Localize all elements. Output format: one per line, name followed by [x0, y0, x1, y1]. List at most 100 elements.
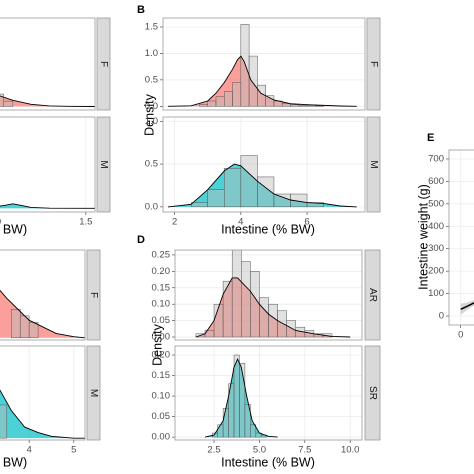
y-tick-label: 0.25 [152, 249, 171, 260]
facet-strip [366, 17, 381, 111]
y-tick-label: 0.05 [152, 411, 171, 422]
histogram-bar [290, 104, 300, 107]
facet-label: AR [367, 288, 378, 302]
histogram-bar [277, 310, 287, 338]
x-tick-label: 10.0 [341, 445, 360, 456]
x-tick-label: 1.5 [79, 217, 92, 228]
density-area [0, 95, 95, 107]
panel: F [0, 249, 101, 341]
density-area [0, 203, 95, 209]
y-tick-label: 700 [428, 153, 444, 164]
panel-border [174, 345, 363, 441]
x-tick-label: 5.0 [253, 445, 266, 456]
y-tick-label: 0.15 [152, 370, 171, 381]
histogram-bar [233, 354, 240, 438]
histogram-bar [222, 408, 229, 438]
histogram-bar [11, 309, 21, 339]
facet-strip [364, 345, 381, 441]
panel: F [0, 17, 111, 111]
histogram-bar [244, 404, 251, 438]
x-tick-label: 2 [172, 217, 177, 228]
y-axis-title: Density [150, 323, 164, 365]
density-area [0, 390, 85, 439]
marks [0, 203, 95, 209]
facet-strip [86, 345, 101, 441]
x-tick-label: 5 [71, 445, 76, 456]
panel-border [0, 345, 86, 441]
facet-label: SR [367, 386, 378, 400]
histogram-bar [281, 103, 291, 107]
histogram-bar [3, 100, 14, 107]
density-line [0, 95, 95, 107]
histogram-bar [207, 189, 225, 208]
y-tick-label: 500 [428, 198, 444, 209]
panel: 0.0 0.5 1.0 1.5 F Density B [137, 4, 381, 136]
facet-label: M [368, 160, 379, 168]
panel-border [0, 17, 96, 111]
histogram-bar [273, 193, 291, 208]
y-axis-title: Intestine weight (g) [416, 184, 430, 290]
density-line [204, 357, 278, 438]
density-area [195, 277, 351, 338]
histogram-bar [240, 155, 258, 208]
histogram-bar [215, 96, 225, 107]
density-line [0, 203, 95, 209]
histogram-bar [0, 404, 8, 439]
marks [204, 354, 278, 438]
histogram-bar [248, 55, 258, 107]
panel-border [174, 249, 363, 341]
histogram-bar [199, 104, 208, 107]
y-tick-label: 1.5 [145, 22, 158, 33]
marks [167, 24, 357, 107]
density-line [195, 277, 351, 338]
y-tick-label: 100 [428, 288, 444, 299]
facet-strip [96, 17, 111, 111]
histogram-bar [250, 424, 257, 438]
plot-background [175, 346, 362, 440]
marks [0, 93, 95, 107]
histogram-bar [240, 24, 250, 107]
facet-label: M [98, 160, 109, 168]
density-line [0, 289, 85, 339]
panel-letter: D [137, 234, 145, 246]
panel: 0 100 200 300 400 500 600 700 0 Intestine weight … [416, 132, 474, 341]
facet-strip [366, 116, 381, 213]
y-tick-label: 1.0 [145, 48, 158, 59]
histogram-bar [28, 322, 39, 339]
x-tick-label: 2.5 [207, 445, 220, 456]
histogram-bar [231, 250, 242, 338]
density-line [167, 163, 357, 208]
trend-line [460, 302, 474, 310]
plot-background [0, 117, 95, 212]
panel-border [448, 149, 474, 326]
y-tick-label: 200 [428, 266, 444, 277]
marks [167, 155, 357, 208]
panel-border [0, 116, 96, 213]
panel-border [162, 116, 366, 213]
facet-strip [364, 249, 381, 341]
marks [0, 389, 85, 439]
plot-background [449, 150, 474, 325]
histogram-bar [257, 84, 266, 107]
x-axis-title: BW) [3, 455, 27, 469]
y-tick-label: 0.20 [152, 350, 171, 361]
y-tick-label: 0.15 [152, 282, 171, 293]
x-tick-label: 6 [304, 217, 309, 228]
y-tick-label: 0.20 [152, 266, 171, 277]
histogram-bar [207, 100, 217, 107]
histogram-bar [0, 93, 4, 107]
y-tick-label: 0.00 [152, 432, 171, 443]
panel: 1.0 1.5 M BW) [0, 116, 111, 236]
histogram-bar [250, 271, 260, 338]
histogram-bar [286, 320, 296, 338]
y-tick-label: 400 [428, 221, 444, 232]
panel-letter: E [427, 132, 434, 144]
panel: 4 5 M BW) [0, 345, 101, 469]
panel: 0.00 0.05 0.10 0.15 0.20 0.25 AR Density D [137, 234, 381, 366]
density-area [0, 290, 85, 338]
x-axis-title: BW) [3, 222, 27, 236]
facet-label: F [98, 61, 109, 67]
y-tick-label: 0.0 [145, 201, 158, 212]
histogram-bar [224, 168, 242, 208]
